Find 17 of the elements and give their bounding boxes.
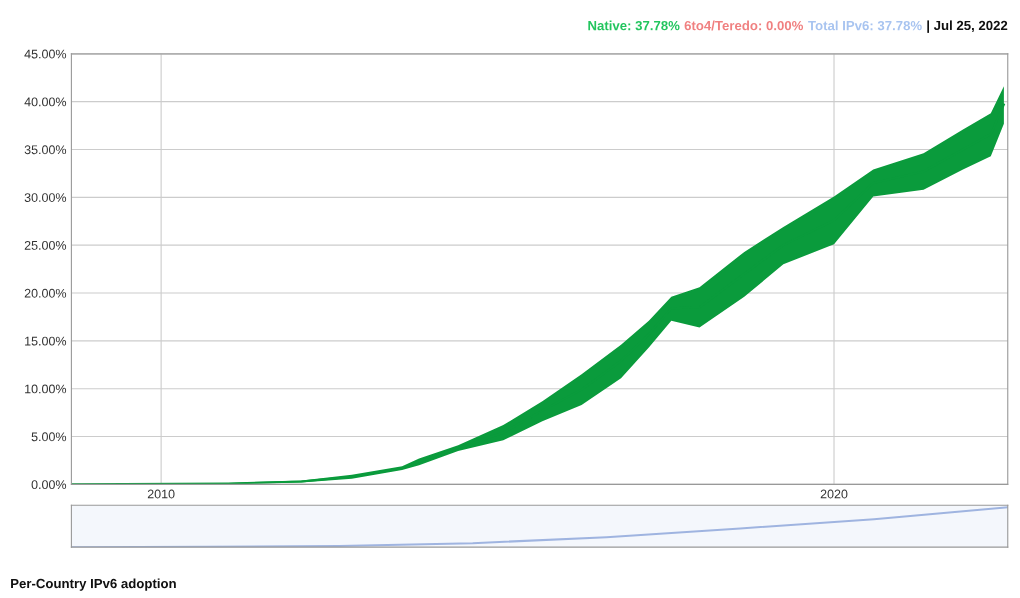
y-tick-label: 25.00% [24, 240, 67, 250]
text: Total IPv6: 37.78% [808, 20, 922, 31]
text: Native: 37.78% [588, 20, 680, 31]
y-tick-label: 0.00% [31, 480, 67, 490]
y-tick-label: 10.00% [25, 384, 67, 394]
x-tick-label: 2010 [147, 489, 175, 499]
y-tick-label: 40.00% [24, 97, 67, 107]
x-tick-label: 2020 [820, 489, 848, 499]
text: Per-Country IPv6 adoption [11, 578, 176, 591]
y-tick-label: 30.00% [24, 193, 67, 202]
text: | Jul 25, 2022 [927, 20, 1008, 33]
y-tick-label: 20.00% [24, 288, 67, 298]
y-tick-label: 15.00% [25, 336, 67, 346]
y-tick-label: 35.00% [24, 145, 67, 155]
text: 6to4/Teredo: 0.00% [684, 20, 804, 31]
y-tick-label: 5.00% [31, 432, 67, 442]
y-tick-label: 45.00% [24, 49, 67, 59]
